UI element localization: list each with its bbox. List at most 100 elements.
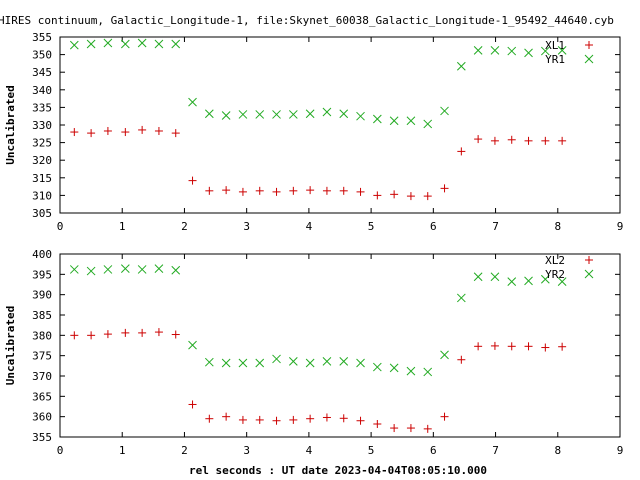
- data-point-xl2: [423, 424, 432, 433]
- data-point-xl1: [87, 129, 96, 138]
- x-tick-label: 7: [492, 444, 499, 457]
- data-point-xl1: [474, 135, 483, 144]
- data-point-yr2: [288, 357, 298, 366]
- data-point-yr1: [557, 46, 567, 55]
- data-point-yr2: [188, 340, 197, 350]
- data-point-yr1: [372, 114, 382, 124]
- plot-frame: [59, 253, 621, 438]
- data-point-yr2: [389, 363, 399, 373]
- y-tick-label: 320: [32, 154, 52, 167]
- x-tick-label: 1: [119, 444, 126, 457]
- data-point-xl2: [205, 414, 214, 423]
- data-point-xl2: [406, 424, 415, 433]
- data-point-yr1: [490, 46, 500, 55]
- data-point-xl2: [154, 328, 163, 337]
- x-tick-label: 4: [306, 444, 313, 457]
- data-point-yr2: [120, 264, 130, 273]
- data-point-xl1: [373, 191, 382, 200]
- y-tick-label: 355: [32, 431, 52, 444]
- data-point-yr1: [238, 110, 248, 119]
- data-point-yr2: [322, 357, 332, 366]
- data-point-xl2: [474, 342, 483, 351]
- x-tick-label: 0: [57, 220, 64, 233]
- legend-label: YR1: [545, 53, 565, 66]
- data-point-yr1: [540, 46, 550, 56]
- x-tick-label: 4: [306, 220, 313, 233]
- legend-marker-plus: [585, 41, 593, 49]
- y-axis-label: Uncalibrated: [4, 85, 17, 164]
- data-point-yr1: [120, 39, 130, 49]
- x-axis-label: rel seconds : UT date 2023-04-04T08:05:1…: [189, 464, 487, 477]
- data-point-xl1: [121, 128, 130, 137]
- data-point-xl1: [558, 136, 567, 145]
- data-point-yr2: [540, 274, 550, 284]
- plot-frame: [59, 36, 621, 214]
- y-tick-label: 390: [32, 289, 52, 302]
- x-tick-label: 9: [617, 220, 624, 233]
- data-point-yr2: [507, 277, 517, 287]
- data-point-yr2: [406, 366, 416, 376]
- data-point-yr1: [507, 46, 517, 56]
- y-tick-label: 365: [32, 390, 52, 403]
- data-point-xl1: [339, 186, 348, 195]
- data-point-yr1: [456, 61, 466, 71]
- data-point-xl2: [171, 330, 180, 339]
- data-point-xl1: [188, 176, 197, 185]
- data-point-yr2: [221, 358, 231, 368]
- data-point-xl1: [356, 187, 365, 196]
- y-tick-label: 400: [32, 248, 52, 261]
- data-point-xl1: [541, 136, 550, 145]
- data-point-xl1: [205, 186, 214, 195]
- y-tick-label: 380: [32, 329, 52, 342]
- chart-title: HIRES continuum, Galactic_Longitude-1, f…: [0, 14, 614, 27]
- data-point-yr1: [171, 39, 181, 49]
- data-point-xl2: [138, 328, 147, 337]
- data-point-xl1: [171, 129, 180, 138]
- legend-label: YR2: [545, 268, 565, 281]
- data-point-xl2: [222, 412, 231, 421]
- data-point-xl2: [339, 414, 348, 423]
- data-point-yr2: [69, 265, 79, 274]
- data-point-xl1: [322, 186, 331, 195]
- legend-marker-cross: [584, 54, 594, 64]
- data-point-xl1: [507, 135, 516, 144]
- data-point-yr2: [356, 358, 365, 368]
- data-point-xl1: [154, 126, 163, 135]
- data-point-yr1: [524, 48, 533, 58]
- data-point-yr1: [473, 46, 483, 55]
- data-point-yr1: [423, 119, 433, 129]
- data-point-xl2: [524, 342, 533, 351]
- data-point-yr2: [255, 358, 265, 368]
- data-point-xl2: [121, 328, 130, 337]
- data-point-yr1: [272, 110, 281, 119]
- legend-marker-plus: [585, 256, 593, 264]
- data-point-xl2: [70, 331, 79, 340]
- data-point-yr1: [221, 111, 231, 120]
- data-point-yr1: [339, 109, 349, 119]
- x-tick-label: 7: [492, 220, 499, 233]
- y-axis-label: Uncalibrated: [4, 306, 17, 385]
- data-point-yr2: [86, 266, 96, 276]
- data-point-yr2: [305, 358, 315, 368]
- data-point-yr2: [490, 272, 500, 282]
- y-tick-label: 305: [32, 207, 52, 220]
- data-point-xl2: [440, 412, 449, 421]
- data-point-xl1: [406, 192, 415, 201]
- y-tick-label: 375: [32, 350, 52, 363]
- data-point-yr2: [103, 265, 113, 274]
- data-point-xl2: [306, 414, 315, 423]
- data-point-xl1: [306, 186, 315, 195]
- data-point-xl1: [440, 184, 449, 193]
- data-point-xl1: [390, 190, 399, 199]
- x-tick-label: 9: [617, 444, 624, 457]
- data-point-xl1: [238, 187, 247, 196]
- data-point-yr1: [69, 40, 79, 50]
- y-tick-label: 325: [32, 137, 52, 150]
- legend-label: XL2: [545, 254, 565, 267]
- x-tick-label: 8: [554, 444, 561, 457]
- data-point-yr2: [238, 358, 248, 368]
- data-point-yr2: [557, 277, 567, 287]
- x-tick-label: 6: [430, 220, 437, 233]
- data-point-xl2: [272, 416, 281, 425]
